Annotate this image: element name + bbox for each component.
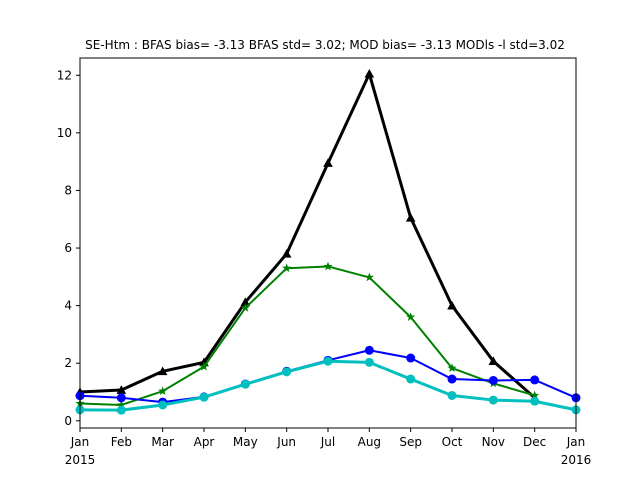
- x-tick-label-1: Feb: [111, 435, 132, 449]
- series-0-point-9: [447, 300, 457, 310]
- chart-title: SE-Htm : BFAS bias= -3.13 BFAS std= 3.02…: [85, 38, 565, 52]
- series-3-point-5: [282, 367, 292, 377]
- series-2-point-8: [406, 353, 416, 363]
- series-3-point-6: [323, 356, 333, 366]
- series-2-point-10: [488, 375, 498, 385]
- series-0-line: [78, 72, 537, 400]
- series-0-point-10: [488, 356, 499, 366]
- series-1-point-9: [447, 363, 457, 372]
- series-1-point-5: [282, 263, 292, 273]
- x-tick-label-9: Oct: [442, 435, 463, 449]
- x-tick-label-3: Apr: [194, 435, 215, 449]
- series-1-point-8: [406, 312, 416, 322]
- series-3-point-3: [199, 392, 209, 402]
- series-0-point-5: [281, 248, 292, 258]
- series-3-point-9: [447, 390, 457, 400]
- x-tick-label-7: Aug: [358, 435, 381, 449]
- y-tick-label-5: 10: [57, 126, 72, 140]
- series-1-point-2: [158, 386, 168, 396]
- series-1-point-7: [364, 272, 374, 282]
- series-0-point-6: [323, 158, 333, 167]
- y-tick-label-1: 2: [64, 356, 72, 370]
- x-tick-label-12: Jan: [566, 435, 586, 449]
- series-2-point-1: [116, 393, 126, 403]
- series-layer: [75, 69, 581, 415]
- series-2-point-9: [447, 374, 457, 384]
- series-0-point-2: [157, 366, 168, 376]
- series-1-point-4: [240, 303, 250, 312]
- x-year-label-1: 2016: [561, 453, 592, 467]
- series-3-point-10: [488, 395, 498, 405]
- axes-layer: 0 2 4 6 8 10 12 Jan Feb Mar Apr May Jun Jul Aug Sep Oct N…: [57, 57, 592, 467]
- series-3-point-11: [530, 396, 540, 406]
- x-tick-label-4: May: [233, 435, 258, 449]
- series-1-point-1: [116, 400, 126, 409]
- series-0-point-1: [116, 385, 127, 394]
- series-3-point-4: [240, 379, 250, 389]
- series-1-point-6: [323, 261, 333, 271]
- x-tick-label-10: Nov: [482, 435, 505, 449]
- x-year-label-0: 2015: [65, 453, 96, 467]
- series-1-point-11: [530, 390, 540, 400]
- series-2-point-7: [364, 345, 374, 355]
- series-3-point-1: [116, 405, 126, 415]
- series-2-point-11: [530, 375, 540, 385]
- y-tick-label-4: 8: [64, 183, 72, 197]
- x-tick-label-11: Dec: [523, 435, 546, 449]
- y-tick-label-2: 4: [64, 299, 72, 313]
- y-tick-label-3: 6: [64, 241, 72, 255]
- series-1-point-3: [199, 361, 209, 371]
- x-tick-label-8: Sep: [399, 435, 422, 449]
- series-1-line: [79, 265, 536, 406]
- x-tick-label-6: Jul: [320, 435, 335, 449]
- series-0-point-7: [364, 69, 375, 78]
- x-tick-label-2: Mar: [151, 435, 174, 449]
- series-3-point-8: [406, 374, 416, 384]
- series-3-point-2: [158, 400, 168, 410]
- series-0-point-8: [405, 213, 416, 222]
- x-tick-label-0: Jan: [70, 435, 90, 449]
- series-3: [75, 356, 581, 415]
- x-tick-label-5: Jun: [276, 435, 296, 449]
- y-tick-label-0: 0: [64, 414, 72, 428]
- y-tick-label-6: 12: [57, 68, 72, 82]
- series-0-point-4: [240, 297, 251, 307]
- series-3-point-7: [364, 357, 374, 367]
